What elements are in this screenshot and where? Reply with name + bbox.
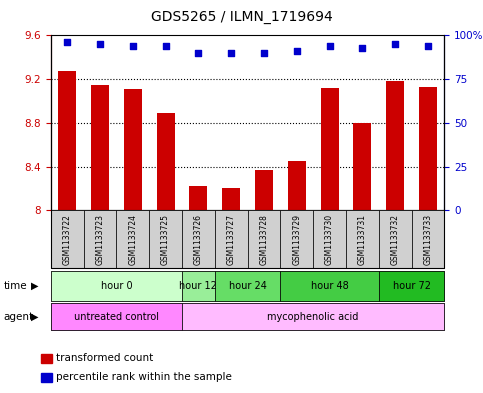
Point — [195, 50, 202, 56]
Text: GSM1133729: GSM1133729 — [292, 214, 301, 265]
Text: hour 24: hour 24 — [228, 281, 267, 291]
Text: hour 48: hour 48 — [311, 281, 348, 291]
Bar — [288, 161, 306, 210]
Text: GSM1133724: GSM1133724 — [128, 214, 137, 265]
Text: GSM1133725: GSM1133725 — [161, 214, 170, 265]
Text: GSM1133732: GSM1133732 — [391, 214, 399, 265]
Text: hour 12: hour 12 — [179, 281, 217, 291]
Point — [260, 50, 268, 56]
Point — [227, 50, 235, 56]
Text: percentile rank within the sample: percentile rank within the sample — [56, 372, 231, 382]
Text: GSM1133733: GSM1133733 — [424, 214, 432, 265]
Point — [424, 43, 432, 49]
Bar — [91, 84, 109, 210]
Bar — [124, 89, 142, 210]
Point — [391, 41, 399, 47]
Point — [293, 48, 300, 54]
Text: GDS5265 / ILMN_1719694: GDS5265 / ILMN_1719694 — [151, 10, 332, 24]
Text: GSM1133722: GSM1133722 — [63, 214, 71, 265]
Text: ▶: ▶ — [31, 312, 39, 322]
Text: time: time — [4, 281, 28, 291]
Text: agent: agent — [4, 312, 34, 322]
Bar — [419, 87, 437, 210]
Bar — [222, 188, 240, 210]
Text: GSM1133723: GSM1133723 — [96, 214, 104, 265]
Bar — [354, 123, 371, 210]
Point — [358, 44, 366, 51]
Bar — [156, 113, 174, 210]
Point — [96, 41, 104, 47]
Text: GSM1133726: GSM1133726 — [194, 214, 203, 265]
Text: GSM1133731: GSM1133731 — [358, 214, 367, 265]
Text: GSM1133730: GSM1133730 — [325, 214, 334, 265]
Text: hour 72: hour 72 — [393, 281, 430, 291]
Point — [129, 43, 137, 49]
Bar — [386, 81, 404, 210]
Bar — [189, 186, 207, 210]
Point — [63, 39, 71, 46]
Text: transformed count: transformed count — [56, 353, 153, 364]
Point — [326, 43, 333, 49]
Text: mycophenolic acid: mycophenolic acid — [268, 312, 359, 322]
Text: hour 0: hour 0 — [100, 281, 132, 291]
Text: untreated control: untreated control — [74, 312, 159, 322]
Text: GSM1133728: GSM1133728 — [259, 214, 269, 265]
Text: GSM1133727: GSM1133727 — [227, 214, 236, 265]
Text: ▶: ▶ — [31, 281, 39, 291]
Point — [162, 43, 170, 49]
Bar — [58, 72, 76, 210]
Bar — [255, 170, 273, 210]
Bar — [321, 88, 339, 210]
